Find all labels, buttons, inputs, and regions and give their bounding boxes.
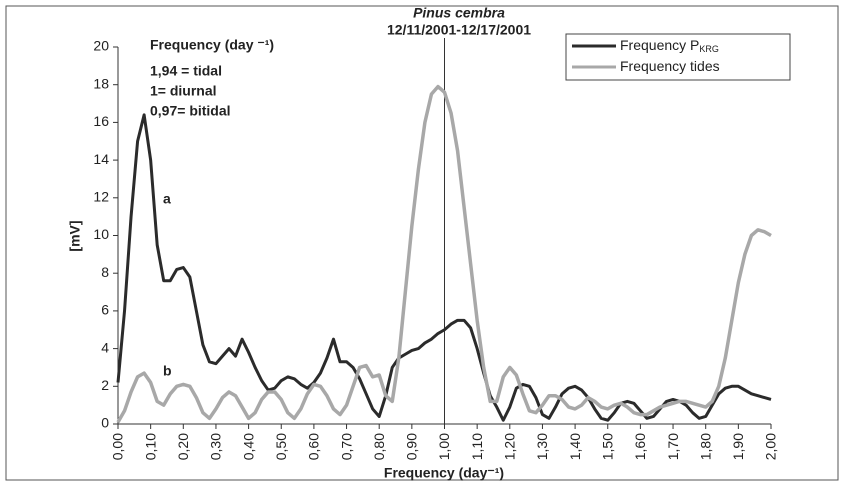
chart-frame [5, 5, 839, 481]
annotation: Frequency (day ⁻¹) [150, 37, 274, 53]
legend-label-text: Frequency tides [620, 58, 720, 74]
y-tick-label: 10 [93, 226, 109, 242]
x-tick-label: 1,70 [665, 433, 681, 460]
annotation: 1,94 = tidal [150, 63, 222, 79]
x-tick-label: 1,90 [730, 433, 746, 460]
legend-label: Frequency PKRG [620, 37, 719, 55]
curve-label: b [163, 363, 172, 379]
y-tick-label: 12 [93, 189, 109, 205]
x-tick-label: 1,60 [632, 433, 648, 460]
chart-title: Pinus cembra [413, 5, 505, 21]
x-tick-label: 0,30 [208, 433, 224, 460]
legend-label: Frequency tides [620, 58, 720, 74]
x-tick-label: 0,20 [175, 433, 191, 460]
x-tick-label: 0,90 [404, 433, 420, 460]
x-tick-label: 0,00 [110, 433, 126, 460]
y-tick-label: 20 [93, 38, 109, 54]
x-tick-label: 0,10 [142, 433, 158, 460]
y-tick-label: 2 [101, 377, 109, 393]
y-tick-label: 16 [93, 113, 109, 129]
x-tick-label: 0,60 [306, 433, 322, 460]
x-tick-label: 0,80 [371, 433, 387, 460]
chart-subtitle: 12/11/2001-12/17/2001 [387, 22, 531, 38]
x-tick-label: 1,40 [567, 433, 583, 460]
x-tick-label: 1,80 [697, 433, 713, 460]
y-tick-label: 18 [93, 75, 109, 91]
x-tick-label: 1,20 [502, 433, 518, 460]
y-tick-label: 0 [101, 415, 109, 431]
annotation: 0,97= bitidal [150, 103, 231, 119]
y-tick-label: 14 [93, 151, 109, 167]
x-tick-label: 1,10 [469, 433, 485, 460]
y-tick-label: 8 [101, 264, 109, 280]
x-tick-label: 1,50 [599, 433, 615, 460]
x-tick-label: 1,00 [436, 433, 452, 460]
x-tick-label: 2,00 [763, 433, 779, 460]
y-axis-label: [mV] [67, 220, 83, 251]
x-tick-label: 0,50 [273, 433, 289, 460]
annotation: 1= diurnal [150, 83, 217, 99]
x-axis-label: Frequency (day⁻¹) [384, 465, 504, 481]
y-tick-label: 4 [101, 339, 109, 355]
y-tick-label: 6 [101, 302, 109, 318]
legend-box [565, 33, 791, 81]
x-tick-label: 0,70 [338, 433, 354, 460]
series-line [116, 84, 772, 423]
x-tick-label: 1,30 [534, 433, 550, 460]
legend-label-text: Frequency P [620, 37, 699, 53]
legend-label-subscript: KRG [699, 44, 719, 54]
curve-label: a [163, 191, 171, 207]
x-tick-label: 0,40 [240, 433, 256, 460]
